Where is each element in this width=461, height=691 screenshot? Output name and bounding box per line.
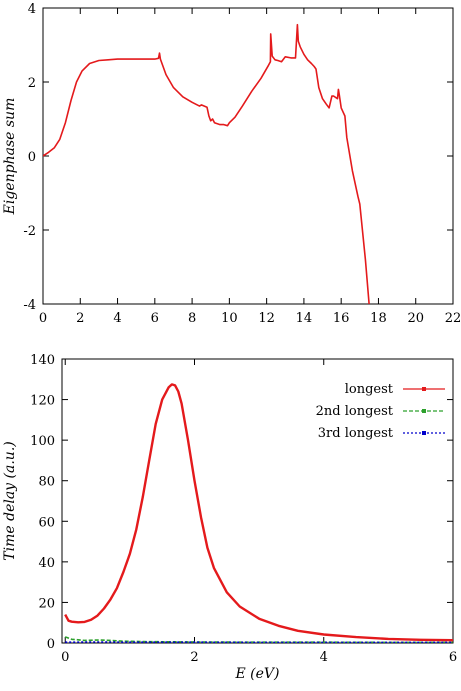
timedelay-x-tick-label: 2: [190, 650, 198, 665]
timedelay-y-tick-label: 60: [38, 515, 55, 530]
eigenphase-x-tick-label: 0: [39, 311, 47, 326]
timedelay-x-axis-title: E (eV): [235, 666, 280, 682]
eigenphase-y-tick-label: -4: [23, 298, 36, 313]
eigenphase-y-tick-label: 4: [28, 2, 36, 17]
timedelay-y-tick-label: 0: [47, 637, 55, 652]
eigenphase-x-tick-label: 8: [188, 311, 196, 326]
timedelay-y-tick-label: 80: [38, 475, 55, 490]
legend-marker-3: [422, 431, 426, 435]
legend-label-2: 2nd longest: [316, 404, 394, 419]
eigenphase-y-tick-label: -2: [23, 224, 36, 239]
eigenphase-x-tick-label: 14: [296, 311, 313, 326]
legend-label-1: longest: [345, 382, 394, 397]
eigenphase-series-1-line: [43, 25, 369, 304]
eigenphase-plot-frame: [43, 8, 453, 304]
eigenphase-y-tick-label: 2: [28, 76, 36, 91]
timedelay-y-axis-title: Time delay (a.u.): [2, 441, 18, 560]
eigenphase-x-tick-label: 22: [445, 311, 461, 326]
timedelay-y-tick-label: 140: [30, 353, 55, 368]
eigenphase-sum-chart: 0 2 4 6 8 10 12 14 16 18 20 22 -4 -2 0 2 4 Eigenphase sum: [2, 2, 461, 326]
legend-marker-1: [422, 387, 426, 391]
timedelay-x-tick-label: 4: [320, 650, 328, 665]
timedelay-y-tick-label: 100: [30, 434, 55, 449]
timedelay-x-tick-label: 0: [61, 650, 69, 665]
timedelay-y-tick-label: 20: [38, 596, 55, 611]
eigenphase-y-axis-title: Eigenphase sum: [2, 98, 18, 216]
timedelay-x-tick-label: 6: [449, 650, 457, 665]
eigenphase-x-tick-label: 20: [407, 311, 424, 326]
eigenphase-x-tick-label: 2: [76, 311, 84, 326]
eigenphase-x-tick-label: 18: [370, 311, 387, 326]
timedelay-y-tick-label: 40: [38, 556, 55, 571]
legend-marker-2: [422, 409, 426, 413]
eigenphase-x-tick-label: 16: [333, 311, 350, 326]
timedelay-plot-frame: [62, 359, 453, 643]
timedelay-series-1-line: [65, 384, 453, 640]
eigenphase-x-tick-label: 4: [113, 311, 121, 326]
eigenphase-y-tick-label: 0: [28, 150, 36, 165]
eigenphase-x-tick-label: 10: [221, 311, 238, 326]
timedelay-y-tick-label: 120: [30, 394, 55, 409]
eigenphase-x-tick-label: 6: [151, 311, 159, 326]
legend-label-3: 3rd longest: [318, 426, 394, 441]
eigenphase-x-tick-label: 12: [258, 311, 275, 326]
